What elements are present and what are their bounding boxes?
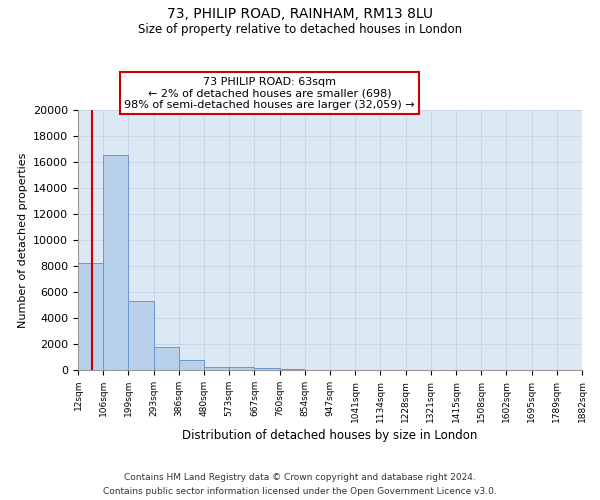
Bar — [103, 156, 128, 370]
Text: Size of property relative to detached houses in London: Size of property relative to detached ho… — [138, 22, 462, 36]
Bar — [254, 368, 280, 370]
Bar — [154, 347, 179, 370]
Text: Contains public sector information licensed under the Open Government Licence v3: Contains public sector information licen… — [103, 488, 497, 496]
Text: 73 PHILIP ROAD: 63sqm
← 2% of detached houses are smaller (698)
98% of semi-deta: 73 PHILIP ROAD: 63sqm ← 2% of detached h… — [124, 77, 415, 110]
Bar — [280, 368, 305, 370]
Bar — [128, 301, 154, 370]
Bar — [78, 264, 103, 370]
Text: Contains HM Land Registry data © Crown copyright and database right 2024.: Contains HM Land Registry data © Crown c… — [124, 472, 476, 482]
Bar — [204, 368, 229, 370]
Bar — [229, 368, 254, 370]
Text: 73, PHILIP ROAD, RAINHAM, RM13 8LU: 73, PHILIP ROAD, RAINHAM, RM13 8LU — [167, 8, 433, 22]
X-axis label: Distribution of detached houses by size in London: Distribution of detached houses by size … — [182, 429, 478, 442]
Bar — [179, 360, 204, 370]
Y-axis label: Number of detached properties: Number of detached properties — [17, 152, 28, 328]
